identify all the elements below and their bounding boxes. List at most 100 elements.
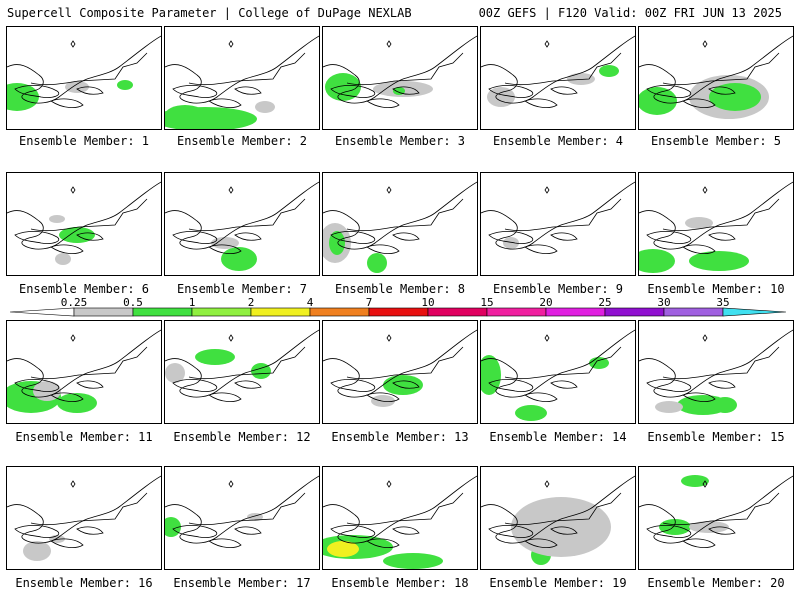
- coastline: [639, 329, 793, 398]
- member-map: [7, 329, 161, 413]
- island-marker-icon: [386, 334, 392, 342]
- member-map: [481, 329, 635, 421]
- scp-contour-region: [33, 381, 61, 401]
- colorbar-level-label: 2: [247, 296, 255, 309]
- us-canada-border: [346, 52, 464, 86]
- colorbar-level-label: 1: [188, 296, 196, 309]
- scp-contour-region: [713, 397, 737, 413]
- island-marker-icon: [702, 186, 708, 194]
- coastline: [7, 329, 161, 398]
- scp-contour-region: [367, 253, 387, 273]
- scp-contour-region: [639, 249, 675, 273]
- member-map-panel: [6, 466, 162, 570]
- scp-contour-region: [251, 363, 271, 379]
- scp-contour-region: [655, 401, 683, 413]
- coastline: [7, 475, 161, 544]
- scp-contour-region: [515, 405, 547, 421]
- island-marker-icon: [544, 480, 550, 488]
- great-lakes: [646, 231, 736, 255]
- scp-contour-region: [709, 83, 761, 111]
- coastline: [165, 35, 319, 104]
- member-map-panel: [322, 320, 478, 424]
- member-map-panel: [322, 172, 478, 276]
- coastline: [639, 35, 793, 104]
- coastline: [481, 181, 635, 250]
- colorbar-level-label: 15: [480, 296, 494, 309]
- member-map: [165, 329, 319, 403]
- island-marker-icon: [702, 40, 708, 48]
- island-marker-icon: [544, 334, 550, 342]
- member-map: [481, 35, 635, 109]
- coastline: [7, 35, 161, 104]
- colorbar-level-label: 4: [306, 296, 314, 309]
- scp-contour-region: [685, 217, 713, 229]
- colorbar-segment: [73, 307, 134, 317]
- member-label: Ensemble Member: 5: [650, 134, 782, 148]
- us-canada-border: [662, 52, 780, 86]
- colorbar-max-arrow: [722, 307, 787, 317]
- great-lakes: [488, 85, 578, 109]
- scp-contour-region: [599, 65, 619, 77]
- coastline: [165, 181, 319, 250]
- member-map-panel: [164, 320, 320, 424]
- island-marker-icon: [544, 40, 550, 48]
- scp-contour-region: [255, 101, 275, 113]
- scp-contour-region: [49, 215, 65, 223]
- member-map: [7, 475, 161, 561]
- member-map-panel: [638, 26, 794, 130]
- coastline: [639, 181, 793, 250]
- scp-contour-region: [383, 375, 423, 395]
- member-map-panel: [164, 466, 320, 570]
- island-marker-icon: [544, 186, 550, 194]
- member-map-panel: [480, 172, 636, 276]
- island-marker-icon: [70, 480, 76, 488]
- coastline: [7, 181, 161, 250]
- great-lakes: [646, 525, 736, 549]
- member-map-panel: [480, 26, 636, 130]
- member-map: [639, 181, 793, 273]
- us-canada-border: [504, 492, 622, 526]
- great-lakes: [172, 379, 262, 403]
- member-map-panel: [638, 172, 794, 276]
- great-lakes: [488, 525, 578, 549]
- member-label: Ensemble Member: 10: [647, 282, 785, 296]
- member-label: Ensemble Member: 1: [18, 134, 150, 148]
- us-canada-border: [346, 346, 464, 380]
- map-title: Supercell Composite Parameter | College …: [7, 6, 412, 20]
- member-map: [7, 181, 161, 265]
- colorbar-segment: [486, 307, 547, 317]
- colorbar-segment: [250, 307, 311, 317]
- us-canada-border: [188, 346, 306, 380]
- great-lakes: [330, 379, 420, 403]
- scp-contour-region: [383, 553, 443, 569]
- colorbar-level-label: 25: [598, 296, 612, 309]
- member-label: Ensemble Member: 11: [15, 430, 153, 444]
- us-canada-border: [346, 198, 464, 232]
- us-canada-border: [30, 52, 148, 86]
- colorbar-segment: [604, 307, 665, 317]
- member-map-panel: [638, 466, 794, 570]
- coastline: [323, 181, 477, 250]
- member-map: [323, 329, 477, 407]
- us-canada-border: [504, 52, 622, 86]
- member-map-panel: [638, 320, 794, 424]
- member-map: [323, 181, 477, 273]
- member-label: Ensemble Member: 13: [331, 430, 469, 444]
- member-label: Ensemble Member: 19: [489, 576, 627, 590]
- island-marker-icon: [70, 334, 76, 342]
- member-label: Ensemble Member: 9: [492, 282, 624, 296]
- member-label: Ensemble Member: 3: [334, 134, 466, 148]
- great-lakes: [330, 525, 420, 549]
- member-label: Ensemble Member: 8: [334, 282, 466, 296]
- member-label: Ensemble Member: 16: [15, 576, 153, 590]
- island-marker-icon: [70, 40, 76, 48]
- scp-contour-region: [165, 105, 205, 125]
- colorbar-segment: [132, 307, 193, 317]
- member-map-panel: [6, 26, 162, 130]
- great-lakes: [646, 379, 736, 403]
- scp-contour-region: [165, 363, 185, 383]
- member-label: Ensemble Member: 7: [176, 282, 308, 296]
- great-lakes: [14, 231, 104, 255]
- scp-contour-region: [567, 73, 595, 85]
- member-map-panel: [480, 466, 636, 570]
